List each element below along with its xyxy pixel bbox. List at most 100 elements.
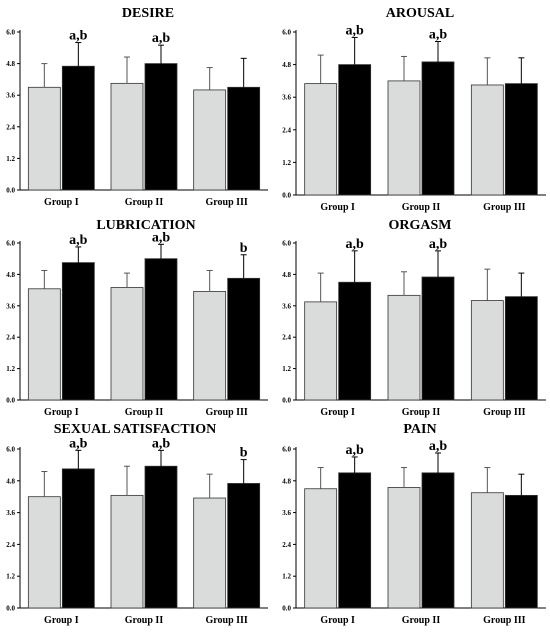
significance-label: a,b [152,436,171,451]
x-tick-label: Group I [44,407,79,418]
y-tick-label: 3.6 [282,509,291,517]
y-tick-label: 0.0 [6,187,15,195]
y-tick-label: 0.0 [6,397,15,405]
y-tick-label: 2.4 [6,123,15,131]
significance-label: a,b [429,28,448,43]
bar-grey [110,82,144,191]
bar-black [227,86,261,191]
bar-grey [470,492,504,609]
bar-black [61,262,95,401]
panel-title: AROUSAL [386,6,454,21]
y-tick-label: 2.4 [282,541,291,549]
y-tick-label: 2.4 [6,541,15,549]
y-tick-label: 1.2 [282,159,291,167]
x-tick-label: Group II [402,407,441,418]
bar-grey [304,488,338,609]
y-tick-label: 3.6 [6,302,15,310]
panel-title: LUBRICATION [96,218,195,233]
bar-black [144,258,178,401]
y-tick-label: 4.8 [6,271,15,279]
bar-black [504,83,538,196]
y-tick-label: 3.6 [6,509,15,517]
significance-label: a,b [152,230,171,245]
bar-black [338,64,372,196]
bar-black [61,468,95,609]
x-tick-label: Group III [483,407,525,418]
y-tick-label: 1.2 [6,155,15,163]
bar-black [338,472,372,609]
y-tick-label: 0.0 [282,192,291,200]
significance-label: a,b [69,436,88,451]
bar-black [421,276,455,401]
y-tick-label: 2.4 [282,334,291,342]
bar-grey [27,86,61,191]
y-tick-label: 3.6 [282,302,291,310]
x-tick-label: Group I [320,615,355,626]
bar-black [61,65,95,191]
y-tick-label: 2.4 [282,126,291,134]
y-tick-label: 6.0 [6,446,15,454]
y-tick-label: 4.8 [282,61,291,69]
bar-grey [387,294,421,401]
y-tick-label: 4.8 [6,60,15,68]
bar-black [227,277,261,401]
bar-grey [470,300,504,401]
y-tick-label: 4.8 [282,271,291,279]
significance-label: a,b [429,237,448,252]
chart-panel: LUBRICATION 0.0 1.2 2.4 3.6 4.8 6.0 Group I a,b G… [6,218,268,418]
bar-black [227,483,261,609]
x-tick-label: Group II [125,407,164,418]
bar-black [421,472,455,609]
bar-grey [193,497,227,609]
bar-grey [470,84,504,196]
bar-grey [304,83,338,196]
bar-grey [27,288,61,401]
chart-panel: AROUSAL 0.0 1.2 2.4 3.6 4.8 6.0 Group I a,b Group… [282,6,546,213]
chart-panel: SEXUAL SATISFACTION 0.0 1.2 2.4 3.6 4.8 6.0 Gro… [6,422,268,626]
x-tick-label: Group III [205,407,247,418]
y-tick-label: 4.8 [282,477,291,485]
y-tick-label: 6.0 [6,29,15,37]
x-tick-label: Group II [402,202,441,213]
bar-grey [110,494,144,609]
significance-label: b [240,241,248,256]
y-tick-label: 1.2 [282,573,291,581]
x-tick-label: Group II [402,615,441,626]
panel-title: PAIN [403,422,436,437]
chart-panel: DESIRE 0.0 1.2 2.4 3.6 4.8 6.0 Group I a,b Group … [6,6,268,208]
bar-grey [193,291,227,401]
y-tick-label: 6.0 [282,446,291,454]
bar-grey [110,287,144,401]
x-tick-label: Group III [483,615,525,626]
y-tick-label: 1.2 [282,365,291,373]
bar-grey [387,487,421,609]
x-tick-label: Group I [320,202,355,213]
bar-black [504,296,538,401]
y-tick-label: 3.6 [282,94,291,102]
chart-panel: PAIN 0.0 1.2 2.4 3.6 4.8 6.0 Group I a,b Group II… [282,422,546,626]
y-tick-label: 1.2 [6,365,15,373]
y-tick-label: 2.4 [6,334,15,342]
bar-grey [304,301,338,401]
y-tick-label: 6.0 [6,240,15,248]
bar-grey [387,80,421,196]
panel-title: DESIRE [122,6,174,21]
y-tick-label: 3.6 [6,92,15,100]
y-tick-label: 1.2 [6,573,15,581]
x-tick-label: Group I [44,197,79,208]
x-tick-label: Group III [483,202,525,213]
y-tick-label: 0.0 [6,605,15,613]
significance-label: a,b [429,439,448,454]
significance-label: a,b [152,31,171,46]
x-tick-label: Group III [205,615,247,626]
significance-label: a,b [69,233,88,248]
x-tick-label: Group II [125,197,164,208]
y-tick-label: 4.8 [6,477,15,485]
x-tick-label: Group II [125,615,164,626]
bar-black [338,281,372,401]
x-tick-label: Group III [205,197,247,208]
significance-label: a,b [346,237,365,252]
significance-label: a,b [69,29,88,44]
bar-grey [193,89,227,191]
